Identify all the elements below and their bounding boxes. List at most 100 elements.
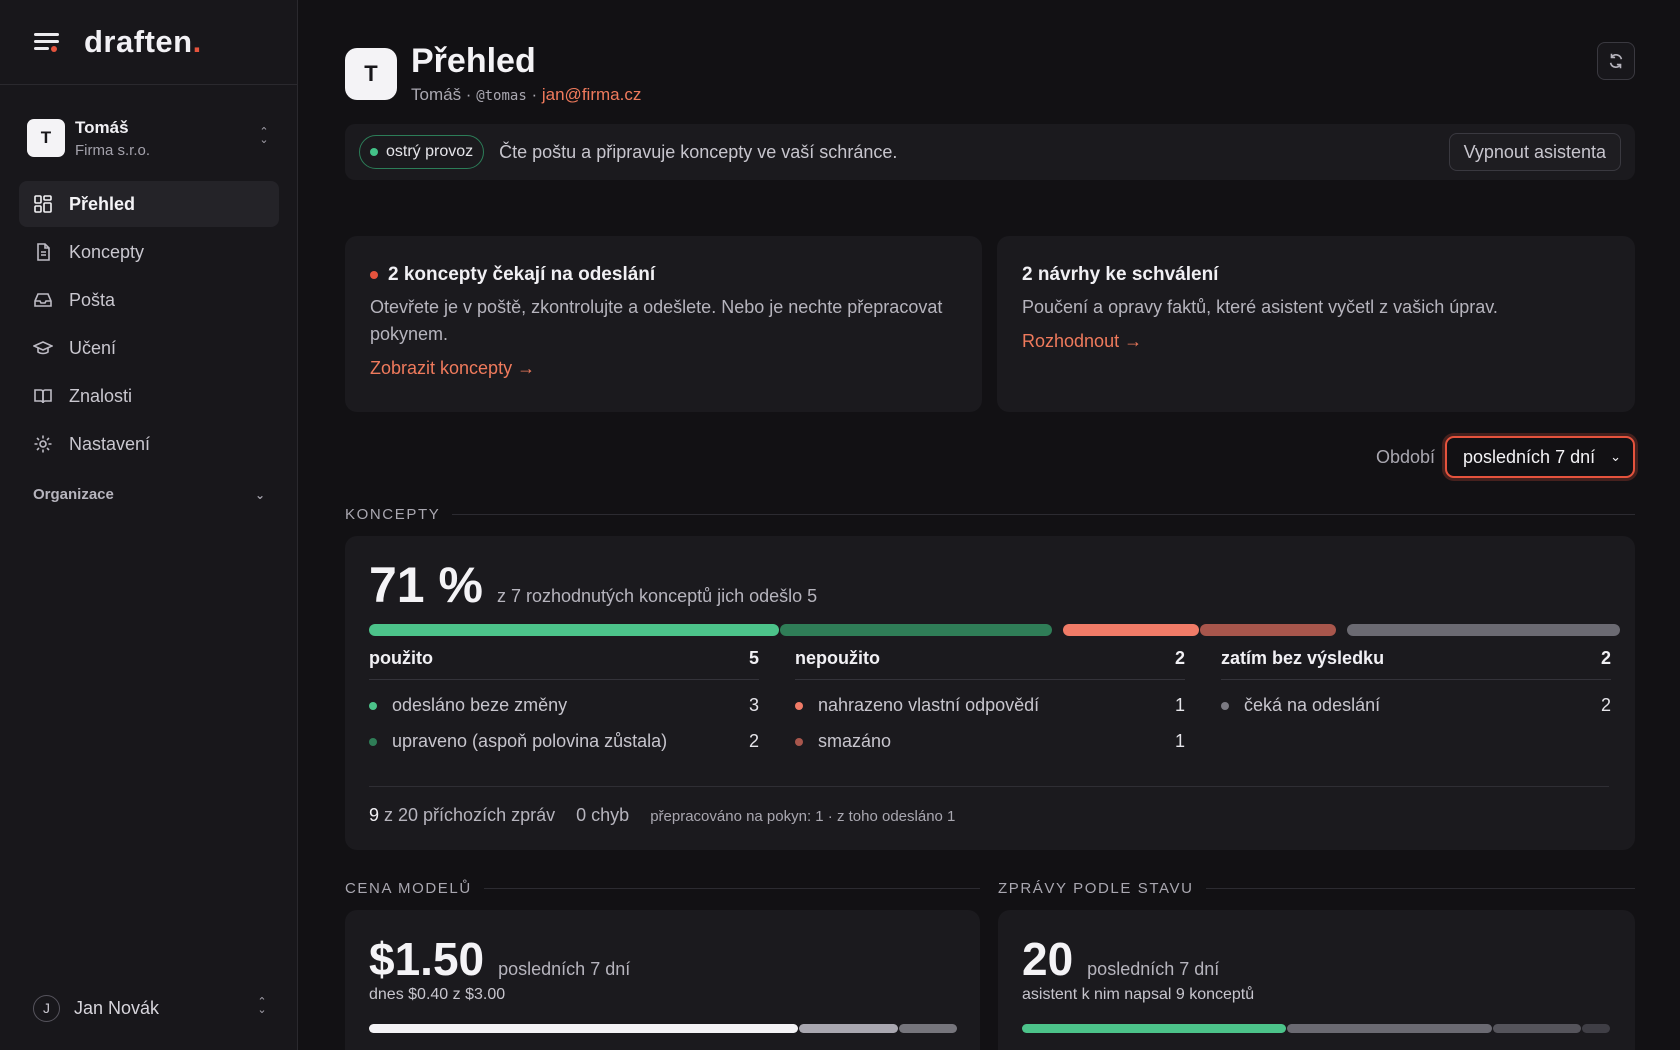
org-switcher[interactable]: T Tomáš Firma s.r.o. ⌃ ⌄ <box>27 112 271 164</box>
stats-row: čeká na odeslání 2 <box>1221 695 1611 716</box>
menu-icon[interactable] <box>34 31 60 53</box>
messages-sub: asistent k nim napsal 9 konceptů <box>1022 986 1255 1003</box>
column-title: zatím bez výsledku <box>1221 648 1385 668</box>
sidebar-item-label: Pošta <box>69 289 116 310</box>
sidebar-item-label: Koncepty <box>69 241 145 262</box>
section-label: Organizace <box>33 486 114 503</box>
bar-segment <box>1022 1024 1287 1033</box>
refresh-icon <box>1609 53 1623 69</box>
chevron-up-down-icon: ⌃ ⌄ <box>259 126 269 146</box>
drafts-percent: 71 % <box>369 557 483 613</box>
inbox-icon <box>34 293 52 307</box>
proposals-card: 2 návrhy ke schválení Poučení a opravy f… <box>997 236 1635 412</box>
messages-period: posledních 7 dní <box>1087 959 1220 979</box>
chevron-down-icon: ⌄ <box>1610 449 1621 464</box>
bar-segment <box>369 624 779 636</box>
disable-assistant-button[interactable]: Vypnout asistenta <box>1448 133 1621 171</box>
bar-segment <box>1493 1024 1581 1033</box>
column-title: nepoužito <box>795 648 880 668</box>
drafts-stats-card: 71 % z 7 rozhodnutých konceptů jich odeš… <box>345 536 1635 850</box>
legend-dot-icon <box>369 737 377 746</box>
drafts-summary: z 7 rozhodnutých konceptů jich odešlo 5 <box>496 586 818 606</box>
cost-progress-bar <box>369 1024 958 1033</box>
messages-card: 20 posledních 7 dní asistent k nim napsa… <box>998 910 1635 1050</box>
grid-icon <box>34 195 52 213</box>
status-dot-icon <box>370 148 378 156</box>
header-handle: @tomas <box>476 88 527 104</box>
sidebar-item-znalosti[interactable]: Znalosti <box>19 373 279 419</box>
bar-segment <box>1063 624 1200 636</box>
gear-icon <box>34 435 52 453</box>
legend-dot-icon <box>795 701 803 710</box>
sidebar-section-organizace[interactable]: Organizace ⌄ <box>33 486 265 503</box>
period-label: Období <box>1375 446 1435 467</box>
org-user-name: Tomáš <box>75 117 129 137</box>
page-header: T Přehled Tomáš · @tomas · jan@firma.cz <box>345 42 1635 104</box>
header-user-name: Tomáš <box>411 85 462 104</box>
document-icon <box>37 243 50 261</box>
book-icon <box>34 389 52 404</box>
header-email-link[interactable]: jan@firma.cz <box>541 85 642 104</box>
legend-dot-icon <box>1221 701 1229 710</box>
card-description: Poučení a opravy faktů, které asistent v… <box>1022 297 1498 317</box>
section-heading-drafts: KONCEPTY <box>345 506 1635 523</box>
sidebar-item-label: Učení <box>69 337 117 358</box>
user-name: Jan Novák <box>74 997 160 1018</box>
header-subline: Tomáš · @tomas · jan@firma.cz <box>411 85 642 104</box>
cost-period: posledních 7 dní <box>498 959 631 979</box>
bar-segment <box>369 1024 798 1033</box>
status-text: Čte poštu a připravuje koncepty ve vaší … <box>499 141 898 162</box>
org-avatar: T <box>27 119 65 157</box>
legend-dot-icon <box>795 737 803 746</box>
decide-link[interactable]: Rozhodnout → <box>1022 331 1143 351</box>
user-avatar: J <box>33 994 60 1022</box>
bar-segment <box>798 1024 899 1033</box>
sidebar-item-posta[interactable]: Pošta <box>19 277 279 323</box>
column-count: 5 <box>748 648 759 668</box>
sidebar-item-label: Znalosti <box>69 385 133 406</box>
period-filter: Období posledních 7 dní ⌄ <box>1376 436 1635 478</box>
sidebar-item-uceni[interactable]: Učení <box>19 325 279 371</box>
stats-column-pending: zatím bez výsledku 2 čeká na odeslání 2 <box>1221 648 1611 716</box>
sidebar-nav: Přehled Koncepty Pošta Učení Znalosti Na… <box>19 181 279 469</box>
graduation-cap-icon <box>33 341 53 355</box>
card-description: Otevřete je v poště, zkontrolujte a odeš… <box>370 297 943 344</box>
chevron-up-down-icon: ⌃ ⌄ <box>257 996 267 1016</box>
column-count: 2 <box>1600 648 1611 668</box>
messages-progress-bar <box>1022 1024 1611 1033</box>
cost-value: $1.50 <box>369 933 485 985</box>
period-select[interactable]: posledních 7 dní ⌄ <box>1445 436 1635 478</box>
card-title: 2 návrhy ke schválení <box>1022 264 1219 285</box>
refresh-button[interactable] <box>1597 42 1635 80</box>
sidebar-item-label: Přehled <box>69 193 136 214</box>
rework-info: přepracováno na pokyn: 1 · z toho odeslá… <box>650 808 956 825</box>
stats-column-unused: nepoužito 2 nahrazeno vlastní odpovědí 1 s… <box>795 648 1185 752</box>
stats-row: nahrazeno vlastní odpovědí 1 <box>795 695 1185 716</box>
sidebar-item-koncepty[interactable]: Koncepty <box>19 229 279 275</box>
bar-segment <box>779 624 1053 636</box>
brand: draften. <box>0 0 297 85</box>
logo: draften. <box>84 24 202 59</box>
sidebar-item-label: Nastavení <box>69 433 151 454</box>
card-title: 2 koncepty čekají na odeslání <box>388 264 656 285</box>
sidebar-item-nastaveni[interactable]: Nastavení <box>19 421 279 467</box>
bar-segment <box>1200 624 1337 636</box>
stats-column-used: použito 5 odesláno beze změny 3 upraveno (… <box>369 648 759 752</box>
sidebar-item-prehled[interactable]: Přehled <box>19 181 279 227</box>
cost-card: $1.50 posledních 7 dní dnes $0.40 z $3.0… <box>345 910 980 1050</box>
bar-segment <box>1287 1024 1493 1033</box>
section-heading-messages: ZPRÁVY PODLE STAVU <box>998 880 1635 897</box>
drafts-waiting-card: 2 koncepty čekají na odeslání Otevřete j… <box>345 236 982 412</box>
error-count: 0 chyb <box>576 805 630 825</box>
period-value: posledních 7 dní <box>1463 446 1596 467</box>
show-drafts-link[interactable]: Zobrazit koncepty → <box>370 358 536 378</box>
legend-dot-icon <box>369 701 377 710</box>
stats-row: smazáno 1 <box>795 731 1185 752</box>
section-heading-cost: CENA MODELŮ <box>345 880 980 897</box>
drafts-footer: 9 z 20 příchozích zpráv 0 chyb přepracov… <box>369 786 1609 826</box>
bar-segment <box>1347 624 1620 636</box>
user-switcher[interactable]: J Jan Novák ⌃ ⌄ <box>33 993 269 1023</box>
header-avatar: T <box>345 48 397 100</box>
column-title: použito <box>369 648 433 668</box>
page-title: Přehled <box>411 42 536 80</box>
